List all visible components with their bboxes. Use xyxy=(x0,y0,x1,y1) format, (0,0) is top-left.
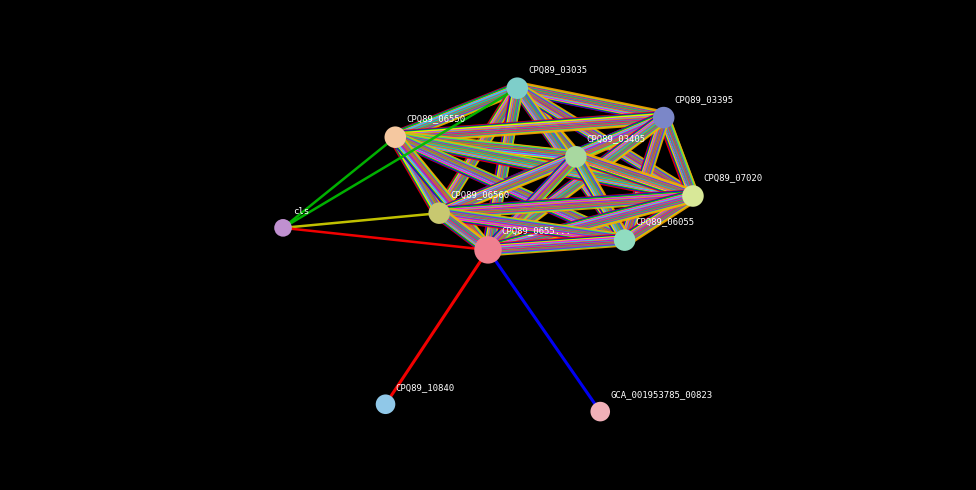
Text: CPQ89_0655...: CPQ89_0655... xyxy=(502,226,572,235)
Ellipse shape xyxy=(385,126,406,148)
Text: CPQ89_07020: CPQ89_07020 xyxy=(704,173,763,182)
Text: CPQ89_03035: CPQ89_03035 xyxy=(528,66,588,74)
Ellipse shape xyxy=(376,394,395,414)
Text: cls: cls xyxy=(293,207,309,216)
Text: CPQ89_06055: CPQ89_06055 xyxy=(635,218,695,226)
Text: CPQ89_03405: CPQ89_03405 xyxy=(587,134,646,143)
Ellipse shape xyxy=(274,219,292,237)
Text: CPQ89_06560: CPQ89_06560 xyxy=(450,191,509,199)
Ellipse shape xyxy=(590,402,610,421)
Text: CPQ89_06550: CPQ89_06550 xyxy=(406,115,466,123)
Text: CPQ89_03395: CPQ89_03395 xyxy=(674,95,734,104)
Ellipse shape xyxy=(682,185,704,207)
Ellipse shape xyxy=(614,229,635,251)
Ellipse shape xyxy=(507,77,528,99)
Ellipse shape xyxy=(428,202,450,224)
Ellipse shape xyxy=(474,236,502,264)
Ellipse shape xyxy=(565,146,587,168)
Text: CPQ89_10840: CPQ89_10840 xyxy=(395,383,455,392)
Ellipse shape xyxy=(653,107,674,128)
Text: GCA_001953785_00823: GCA_001953785_00823 xyxy=(610,391,712,399)
